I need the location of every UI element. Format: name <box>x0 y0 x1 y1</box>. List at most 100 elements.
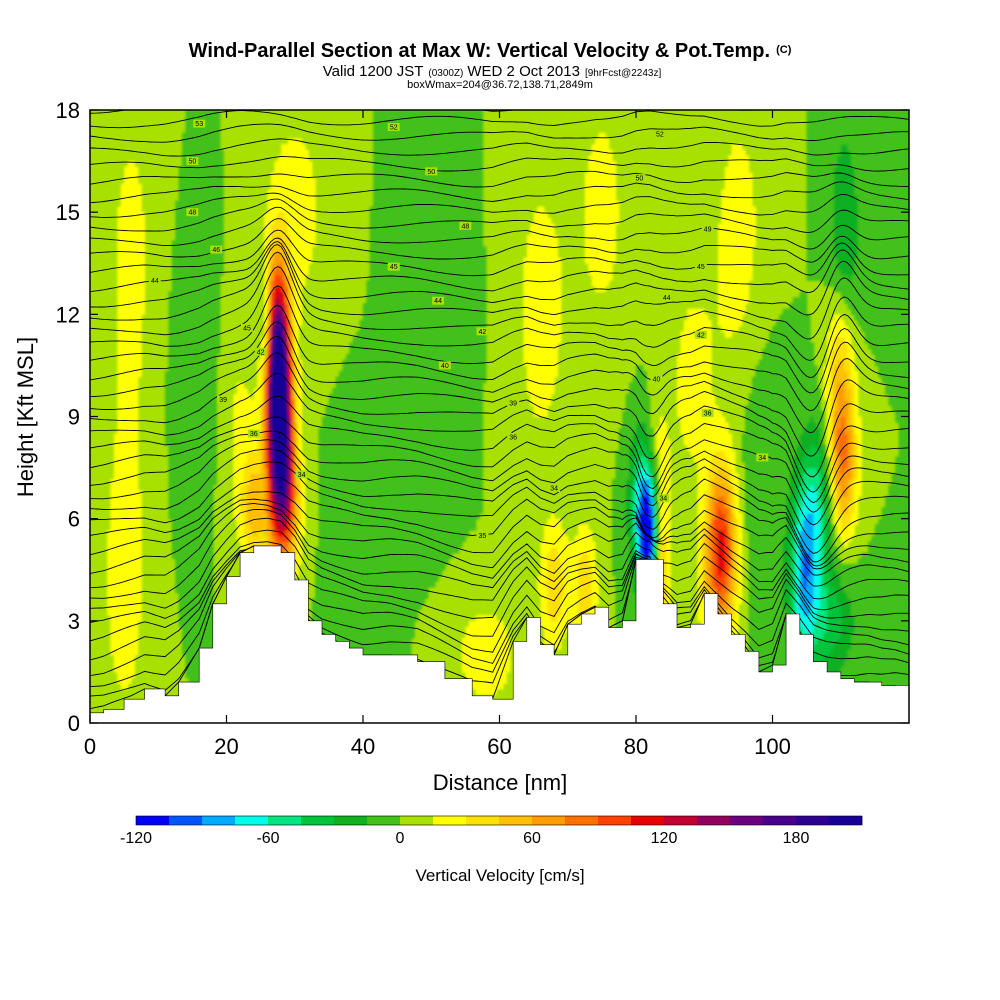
velocity-cell <box>789 547 794 554</box>
velocity-cell <box>820 518 825 525</box>
velocity-cell <box>649 512 654 520</box>
velocity-cell <box>287 524 292 531</box>
velocity-cell <box>847 507 855 514</box>
velocity-cell <box>659 501 671 508</box>
velocity-cell <box>260 461 265 469</box>
velocity-cell <box>270 410 289 418</box>
velocity-cell <box>833 240 859 247</box>
velocity-cell <box>168 308 221 315</box>
velocity-cell <box>267 444 272 452</box>
velocity-cell <box>284 382 289 389</box>
velocity-cell <box>840 524 849 531</box>
velocity-cell <box>847 144 909 151</box>
velocity-cell <box>168 302 221 310</box>
velocity-cell <box>847 342 852 349</box>
velocity-cell <box>711 501 716 508</box>
velocity-cell <box>110 501 142 508</box>
velocity-cell <box>264 405 269 412</box>
velocity-cell <box>547 564 562 571</box>
velocity-cell <box>830 365 835 372</box>
velocity-cell <box>676 399 716 406</box>
velocity-cell <box>335 382 484 389</box>
velocity-cell <box>523 331 562 338</box>
velocity-cell <box>284 530 289 537</box>
velocity-cell <box>833 490 838 497</box>
velocity-cell <box>315 592 429 599</box>
velocity-cell <box>270 530 275 537</box>
velocity-cell <box>612 541 630 548</box>
velocity-cell <box>298 456 303 463</box>
velocity-cell <box>666 558 671 565</box>
velocity-cell <box>294 308 303 315</box>
velocity-cell <box>577 598 593 605</box>
velocity-cell <box>577 524 589 531</box>
velocity-cell <box>281 251 289 259</box>
velocity-cell <box>697 478 709 486</box>
velocity-cell <box>291 320 296 327</box>
velocity-cell <box>711 558 716 565</box>
velocity-cell <box>833 382 838 389</box>
theta-contour-line <box>90 241 909 316</box>
velocity-cell <box>731 467 736 474</box>
velocity-cell <box>646 444 651 452</box>
x-tick-label: 20 <box>214 734 238 759</box>
velocity-cell <box>373 121 484 128</box>
velocity-cell <box>707 541 712 548</box>
velocity-cell <box>864 331 909 338</box>
velocity-cell <box>840 620 855 628</box>
velocity-cell <box>301 461 306 469</box>
velocity-cell <box>277 473 286 480</box>
velocity-cell <box>854 456 859 463</box>
velocity-cell <box>792 461 801 469</box>
velocity-cell <box>124 166 139 174</box>
velocity-cell <box>782 598 791 605</box>
velocity-cell <box>704 558 709 565</box>
velocity-cell <box>847 484 852 491</box>
velocity-cell <box>267 382 272 389</box>
velocity-cell <box>850 512 859 520</box>
contour-label: 39 <box>509 400 517 407</box>
velocity-cell <box>636 450 651 457</box>
contour-label-bg <box>193 119 206 128</box>
velocity-cell <box>833 178 856 185</box>
velocity-cell <box>833 337 845 344</box>
velocity-cell <box>833 450 838 457</box>
velocity-cell <box>270 246 286 253</box>
velocity-cell <box>854 490 862 497</box>
velocity-cell <box>796 569 801 577</box>
velocity-cell <box>260 354 265 361</box>
velocity-cell <box>659 456 671 463</box>
velocity-cell <box>284 495 289 503</box>
velocity-cell <box>711 603 729 611</box>
velocity-cell <box>178 195 224 202</box>
colorbar-swatch <box>268 816 302 825</box>
velocity-cell <box>850 388 855 395</box>
velocity-cell <box>707 507 712 514</box>
velocity-cell <box>789 473 801 480</box>
velocity-cell <box>267 450 272 457</box>
velocity-cell <box>711 478 729 486</box>
velocity-cell <box>752 382 818 389</box>
velocity-cell <box>550 615 559 622</box>
velocity-cell <box>543 632 565 639</box>
velocity-cell <box>728 569 733 577</box>
velocity-cell <box>850 603 909 611</box>
velocity-cell <box>642 439 651 446</box>
velocity-cell <box>697 541 702 548</box>
velocity-cell <box>649 433 654 440</box>
velocity-cell <box>734 535 739 542</box>
velocity-cell <box>284 240 292 247</box>
velocity-cell <box>830 581 842 588</box>
velocity-cell <box>854 405 859 412</box>
velocity-cell <box>287 229 316 236</box>
velocity-cell <box>284 501 289 508</box>
velocity-cell <box>564 575 579 582</box>
velocity-cell <box>270 178 316 185</box>
velocity-cell <box>714 581 726 588</box>
velocity-cell <box>748 643 791 650</box>
y-axis-label: Height [Kft MSL] <box>13 337 38 497</box>
velocity-cell <box>717 495 726 503</box>
velocity-cell <box>813 620 828 628</box>
velocity-cell <box>274 354 286 361</box>
velocity-cell <box>560 564 579 571</box>
